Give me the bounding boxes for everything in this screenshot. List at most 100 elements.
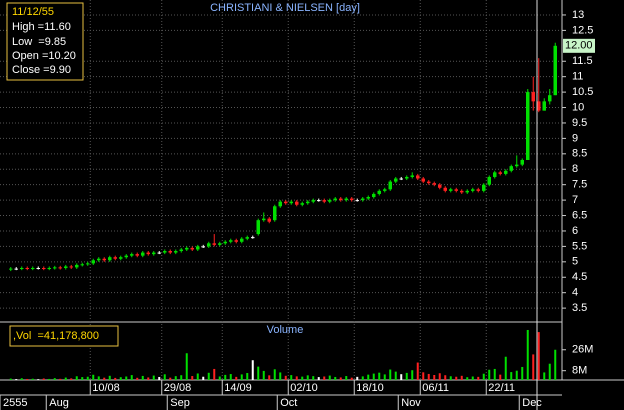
volume-bar — [48, 378, 51, 380]
y-tick-label: 13 — [572, 9, 584, 21]
volume-bar — [405, 372, 408, 380]
volume-bar — [323, 376, 326, 380]
candle-body — [135, 254, 139, 256]
volume-bar — [125, 376, 128, 380]
candle-body — [394, 178, 398, 182]
y-tick-label: 7.5 — [572, 179, 587, 191]
candle-body — [108, 257, 112, 261]
volume-bar — [240, 374, 243, 380]
volume-bar — [361, 376, 364, 380]
volume-bar — [174, 376, 177, 380]
candle-body — [339, 198, 343, 201]
volume-bar — [136, 377, 139, 380]
candle-body — [223, 241, 227, 244]
candle-body — [350, 198, 354, 201]
x-tick-label: 29/08 — [164, 382, 192, 394]
volume-bar — [356, 376, 359, 380]
volume-bar — [510, 372, 513, 380]
candle-body — [399, 178, 403, 180]
candle-body — [251, 237, 255, 239]
volume-tick-label: 8M — [572, 365, 587, 377]
candle-body — [179, 249, 183, 252]
candle-body — [168, 251, 172, 253]
candle-body — [476, 189, 480, 191]
candle-body — [102, 258, 106, 261]
volume-bar — [191, 376, 194, 380]
candle-body — [443, 187, 447, 191]
volume-bar — [455, 376, 458, 380]
volume-bar — [295, 376, 298, 380]
candle-body — [42, 267, 46, 269]
volume-bar — [81, 377, 84, 380]
candle-body — [267, 218, 271, 222]
candle-body — [427, 181, 431, 184]
candle-body — [240, 238, 244, 242]
volume-bar — [235, 376, 238, 380]
candle-body — [185, 247, 189, 250]
volume-bar — [207, 372, 210, 380]
x-tick-label: 10/08 — [92, 382, 120, 394]
candle-body — [273, 206, 277, 221]
volume-bar — [251, 360, 254, 380]
volume-bar — [202, 376, 205, 380]
candle-body — [278, 201, 282, 207]
candle-body — [493, 172, 497, 177]
info-line: Open =10.20 — [12, 50, 76, 62]
volume-bar — [224, 374, 227, 380]
candle-body — [504, 170, 508, 174]
volume-bar — [130, 375, 133, 380]
candle-body — [36, 267, 40, 269]
candle-body — [31, 267, 35, 269]
candle-body — [295, 201, 299, 205]
volume-bar — [246, 373, 249, 380]
candle-body — [306, 201, 310, 204]
volume-bar — [515, 370, 518, 380]
candle-body — [119, 257, 123, 259]
candle-body — [317, 200, 321, 202]
volume-bar — [345, 376, 348, 380]
volume-bar — [422, 372, 425, 380]
candle-body — [465, 190, 469, 193]
volume-bar — [400, 374, 403, 380]
volume-bar — [493, 368, 496, 380]
y-tick-label: 8 — [572, 163, 578, 175]
y-tick-label: 7 — [572, 194, 578, 206]
candle-body — [515, 164, 519, 167]
volume-bar — [257, 366, 260, 380]
y-tick-label: 11 — [572, 71, 583, 83]
chart-title: CHRISTIANI & NIELSEN [day] — [210, 2, 360, 14]
candle-body — [377, 190, 381, 194]
x-tick-label: 02/10 — [290, 382, 318, 394]
volume-bar — [339, 377, 342, 380]
volume-bar — [9, 378, 12, 380]
volume-bar — [141, 375, 144, 380]
candle-body — [91, 260, 95, 264]
volume-bar — [383, 374, 386, 380]
candle-body — [9, 268, 13, 270]
candle-body — [262, 218, 266, 221]
volume-bar — [163, 374, 166, 380]
candle-body — [245, 237, 249, 239]
candle-body — [454, 189, 458, 191]
last-price-box — [563, 38, 595, 53]
candle-body — [14, 268, 18, 270]
y-tick-label: 10 — [572, 101, 584, 113]
volume-bar — [378, 372, 381, 380]
volume-bar — [438, 373, 441, 380]
candle-body — [531, 92, 535, 102]
volume-info-box — [9, 325, 119, 347]
candle-body — [366, 197, 370, 199]
volume-tick-label: 26M — [572, 344, 593, 356]
volume-bar — [394, 371, 397, 380]
volume-bar — [273, 369, 276, 380]
candle-body — [405, 176, 409, 179]
volume-bar — [15, 379, 18, 380]
candle-body — [449, 189, 453, 191]
volume-bar — [75, 376, 78, 380]
volume-bar — [59, 378, 62, 380]
grid — [0, 0, 562, 380]
candle-body — [201, 246, 205, 248]
volume-bar — [328, 375, 331, 380]
volume-bar — [543, 372, 546, 380]
info-line: Close =9.90 — [12, 64, 71, 76]
